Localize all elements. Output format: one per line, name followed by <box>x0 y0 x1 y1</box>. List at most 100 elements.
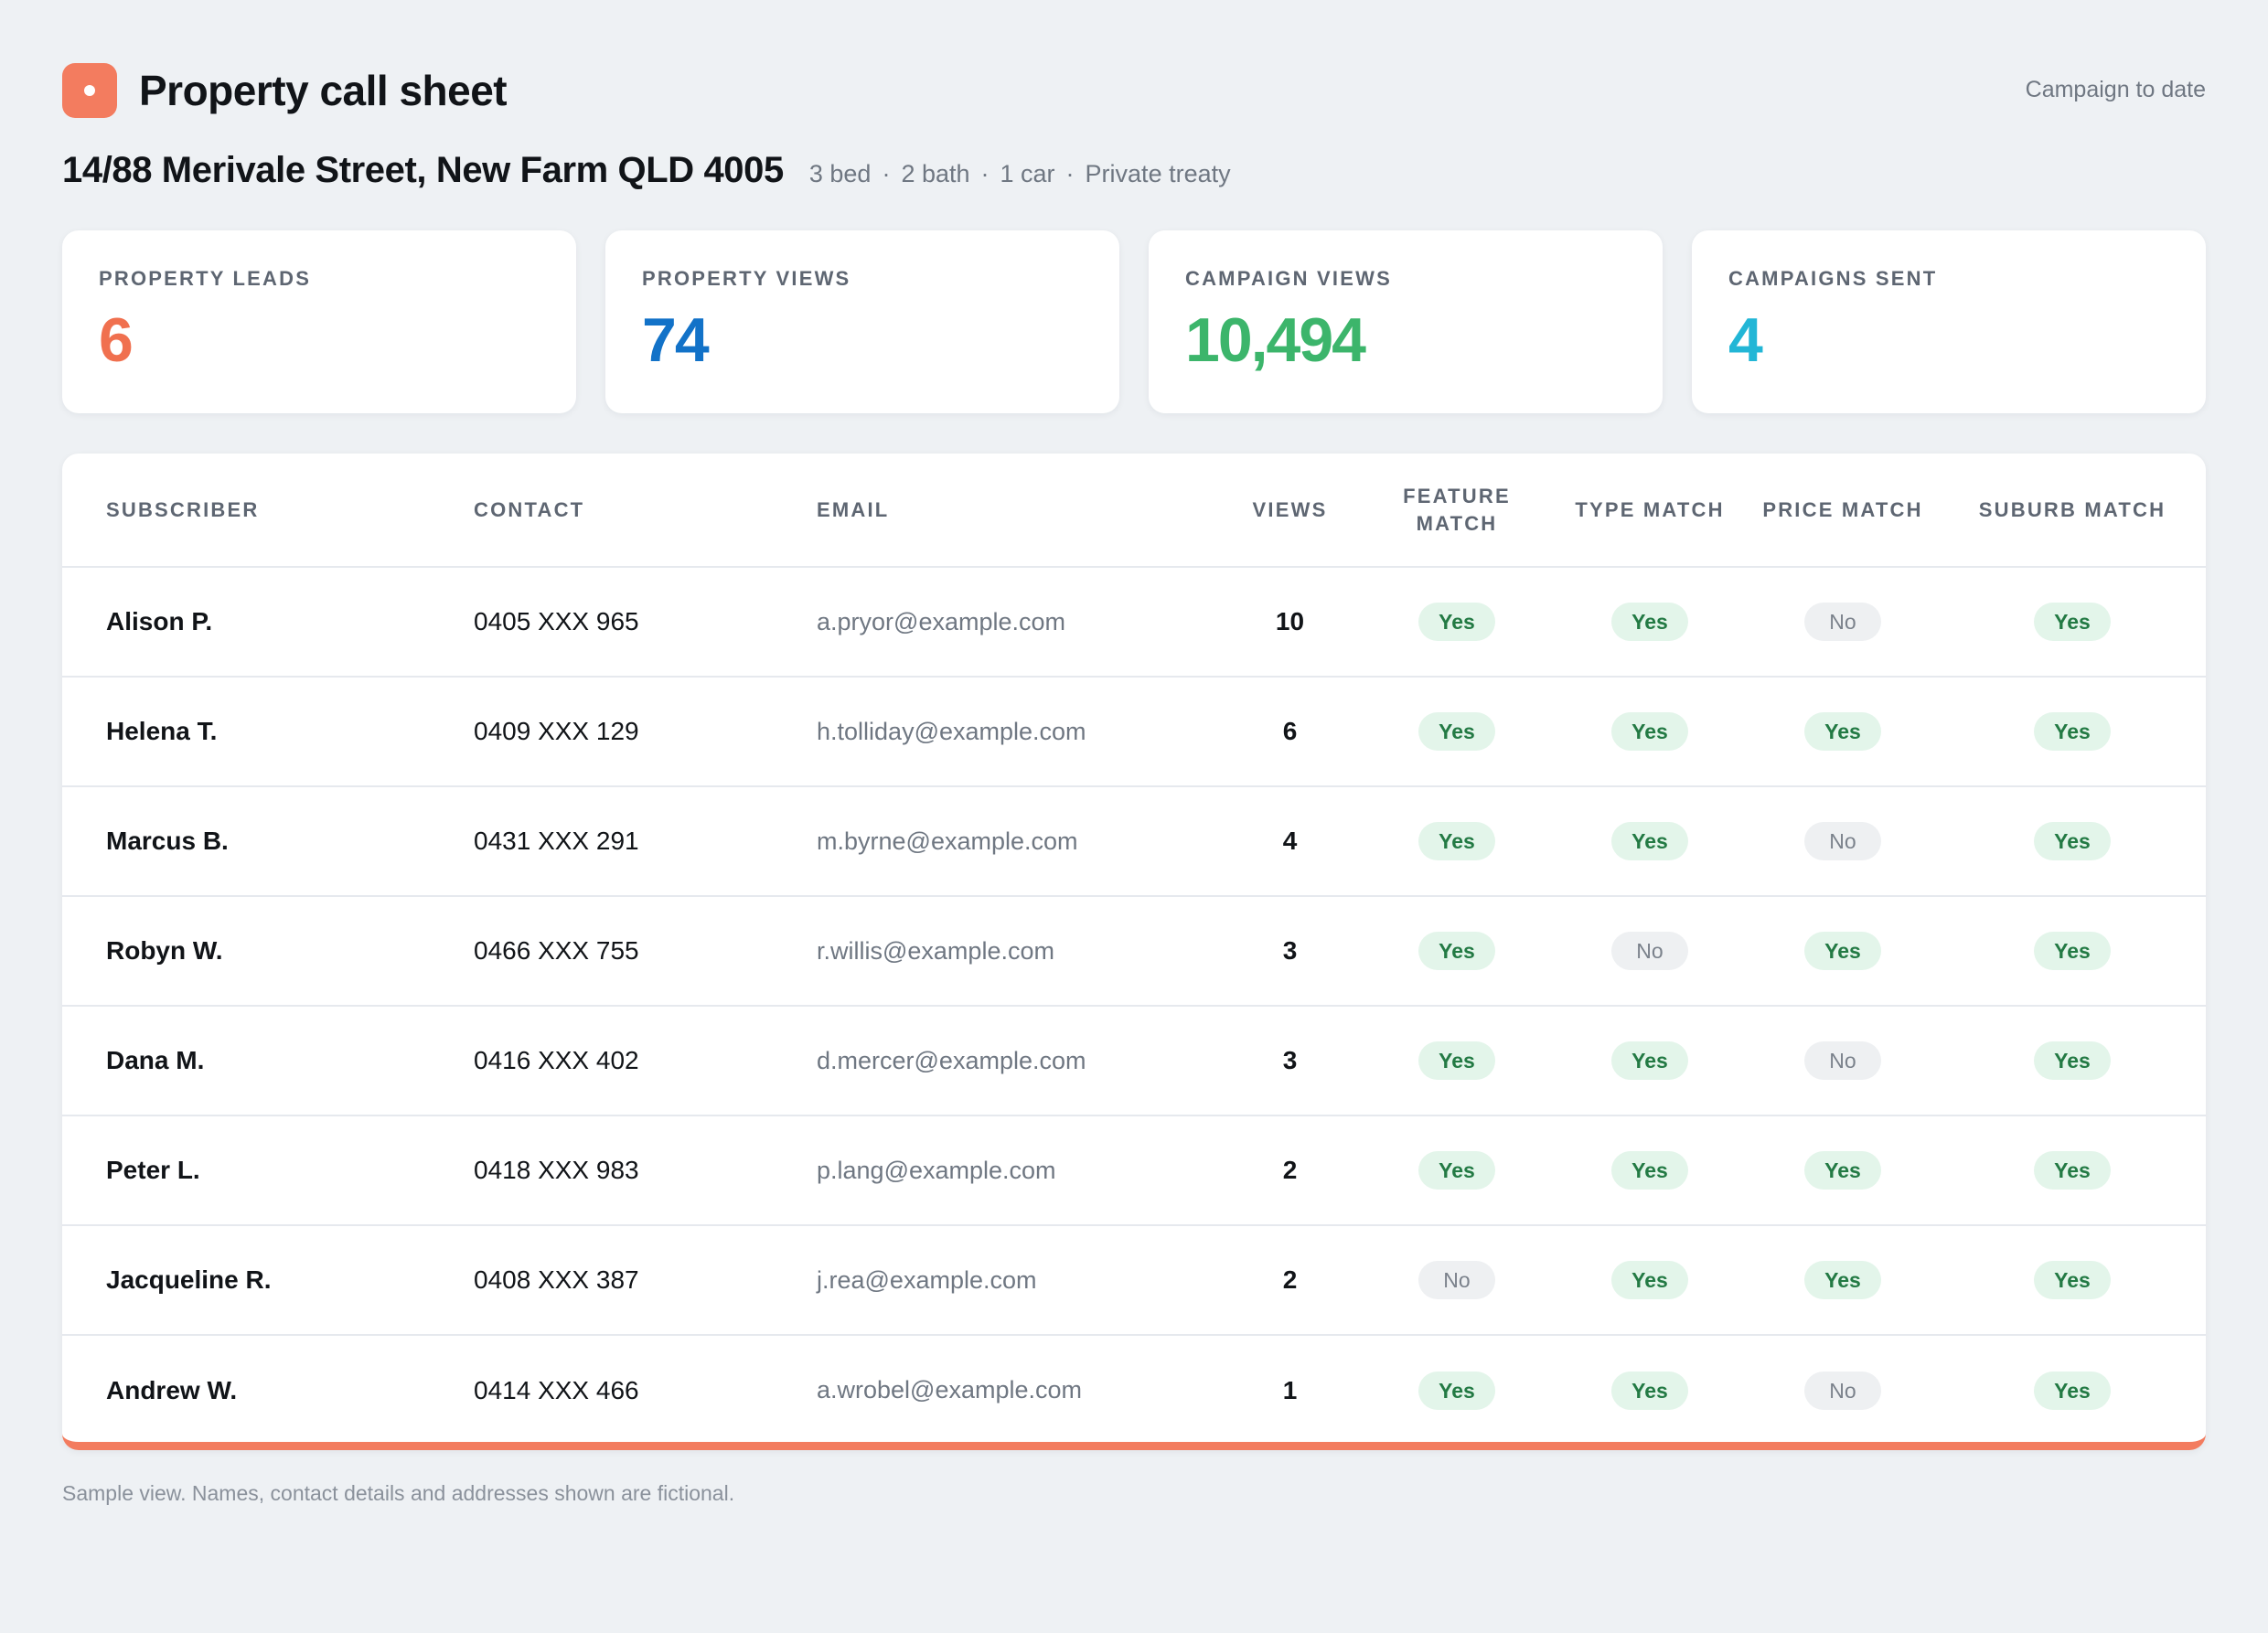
stat-label: PROPERTY VIEWS <box>642 267 851 290</box>
column-header-type-match[interactable]: TYPE MATCH <box>1575 497 1725 521</box>
suburb-match-cell: Yes <box>1939 896 2206 1006</box>
views-count: 10 <box>1275 607 1305 635</box>
contact-phone[interactable]: 0409 XXX 129 <box>474 717 639 745</box>
column-header-views[interactable]: VIEWS <box>1252 497 1328 521</box>
price-match-badge: Yes <box>1804 1151 1881 1190</box>
suburb-match-badge: Yes <box>2034 712 2111 751</box>
suburb-match-badge: Yes <box>2034 932 2111 970</box>
table-row[interactable]: Helena T. 0409 XXX 129 h.tolliday@example.… <box>62 677 2206 786</box>
price-match-badge: Yes <box>1804 712 1881 751</box>
suburb-match-cell: Yes <box>1939 1006 2206 1115</box>
table-row[interactable]: Alison P. 0405 XXX 965 a.pryor@example.com… <box>62 567 2206 677</box>
spec-separator: · <box>882 160 891 187</box>
spec-bath: 2 bath <box>901 160 970 187</box>
price-match-cell: Yes <box>1747 1115 1939 1225</box>
type-match-cell: No <box>1553 896 1747 1006</box>
contact-phone[interactable]: 0414 XXX 466 <box>474 1375 639 1404</box>
table-row[interactable]: Jacqueline R. 0408 XXX 387 j.rea@example.c… <box>62 1225 2206 1335</box>
email-address[interactable]: j.rea@example.com <box>817 1265 1037 1294</box>
feature-match-cell: Yes <box>1361 896 1553 1006</box>
email-address[interactable]: p.lang@example.com <box>817 1156 1056 1184</box>
suburb-match-badge: Yes <box>2034 1151 2111 1190</box>
subscriber-name: Alison P. <box>106 607 213 635</box>
suburb-match-badge: Yes <box>2034 1261 2111 1299</box>
suburb-match-cell: Yes <box>1939 786 2206 896</box>
price-match-badge: No <box>1804 1371 1881 1410</box>
column-header-feature-match[interactable]: FEATURE MATCH <box>1403 484 1511 535</box>
subscriber-table: SUBSCRIBER CONTACT EMAIL VIEWS FEATURE M… <box>62 454 2206 1442</box>
stat-label: CAMPAIGN VIEWS <box>1185 267 1392 290</box>
contact-phone[interactable]: 0408 XXX 387 <box>474 1265 639 1294</box>
feature-match-badge: Yes <box>1418 603 1495 641</box>
type-match-badge: Yes <box>1611 1371 1688 1410</box>
suburb-match-cell: Yes <box>1939 1225 2206 1335</box>
views-count: 2 <box>1282 1156 1298 1184</box>
spec-bed: 3 bed <box>808 160 872 187</box>
views-count: 3 <box>1282 1046 1298 1074</box>
table-row[interactable]: Peter L. 0418 XXX 983 p.lang@example.com 2 Y… <box>62 1115 2206 1225</box>
type-match-cell: Yes <box>1553 1115 1747 1225</box>
column-header-price-match[interactable]: PRICE MATCH <box>1762 497 1923 521</box>
suburb-match-cell: Yes <box>1939 677 2206 786</box>
feature-match-cell: Yes <box>1361 786 1553 896</box>
email-address[interactable]: d.mercer@example.com <box>817 1046 1086 1074</box>
feature-match-cell: Yes <box>1361 1006 1553 1115</box>
table-row[interactable]: Andrew W. 0414 XXX 466 a.wrobel@example.co… <box>62 1335 2206 1442</box>
type-match-cell: Yes <box>1553 786 1747 896</box>
feature-match-badge: Yes <box>1418 1041 1495 1080</box>
campaign-to-date-link[interactable]: Campaign to date <box>2025 77 2206 102</box>
email-address[interactable]: r.willis@example.com <box>817 936 1054 965</box>
table-row[interactable]: Robyn W. 0466 XXX 755 r.willis@example.com… <box>62 896 2206 1006</box>
contact-phone[interactable]: 0466 XXX 755 <box>474 936 639 965</box>
contact-phone[interactable]: 0405 XXX 965 <box>474 607 639 635</box>
table-row[interactable]: Dana M. 0416 XXX 402 d.mercer@example.com 3… <box>62 1006 2206 1115</box>
email-address[interactable]: a.wrobel@example.com <box>817 1376 1083 1404</box>
suburb-match-badge: Yes <box>2034 603 2111 641</box>
suburb-match-cell: Yes <box>1939 567 2206 677</box>
spec-car: 1 car <box>1000 160 1055 187</box>
subscriber-name: Dana M. <box>106 1046 205 1074</box>
stat-value: 74 <box>642 305 710 375</box>
price-match-badge: No <box>1804 822 1881 860</box>
email-address[interactable]: a.pryor@example.com <box>817 607 1066 635</box>
type-match-badge: No <box>1611 932 1688 970</box>
stat-card-campaigns-sent: CAMPAIGNS SENT 4 <box>1692 230 2206 413</box>
stat-cards: PROPERTY LEADS 6 PROPERTY VIEWS 74 CAMPA… <box>62 230 2206 413</box>
column-header-contact[interactable]: CONTACT <box>474 497 585 521</box>
stat-label: PROPERTY LEADS <box>99 267 312 290</box>
price-match-cell: No <box>1747 1335 1939 1442</box>
suburb-match-cell: Yes <box>1939 1115 2206 1225</box>
column-header-subscriber[interactable]: SUBSCRIBER <box>106 497 260 521</box>
subscriber-name: Marcus B. <box>106 827 229 855</box>
table-row[interactable]: Marcus B. 0431 XXX 291 m.byrne@example.com… <box>62 786 2206 896</box>
spec-sale-method: Private treaty <box>1085 160 1231 187</box>
feature-match-badge: Yes <box>1418 1371 1495 1410</box>
email-address[interactable]: h.tolliday@example.com <box>817 717 1086 745</box>
price-match-badge: No <box>1804 1041 1881 1080</box>
stat-label: CAMPAIGNS SENT <box>1728 267 1938 290</box>
type-match-badge: Yes <box>1611 1041 1688 1080</box>
suburb-match-badge: Yes <box>2034 1041 2111 1080</box>
subscriber-table-card: SUBSCRIBER CONTACT EMAIL VIEWS FEATURE M… <box>62 454 2206 1450</box>
type-match-cell: Yes <box>1553 1006 1747 1115</box>
subscriber-name: Peter L. <box>106 1156 200 1184</box>
column-header-email[interactable]: EMAIL <box>817 497 890 521</box>
property-address: 14/88 Merivale Street, New Farm QLD 4005 <box>62 150 784 190</box>
subscriber-name: Helena T. <box>106 717 218 745</box>
price-match-badge: No <box>1804 603 1881 641</box>
type-match-badge: Yes <box>1611 822 1688 860</box>
column-header-suburb-match[interactable]: SUBURB MATCH <box>1978 497 2166 521</box>
contact-phone[interactable]: 0416 XXX 402 <box>474 1046 639 1074</box>
feature-match-badge: No <box>1418 1261 1495 1299</box>
subscriber-name: Andrew W. <box>106 1375 238 1404</box>
type-match-cell: Yes <box>1553 1225 1747 1335</box>
stat-card-property-views: PROPERTY VIEWS 74 <box>605 230 1119 413</box>
email-address[interactable]: m.byrne@example.com <box>817 827 1078 855</box>
contact-phone[interactable]: 0418 XXX 983 <box>474 1156 639 1184</box>
contact-phone[interactable]: 0431 XXX 291 <box>474 827 639 855</box>
type-match-cell: Yes <box>1553 677 1747 786</box>
feature-match-cell: Yes <box>1361 1335 1553 1442</box>
type-match-badge: Yes <box>1611 603 1688 641</box>
subscriber-name: Robyn W. <box>106 936 223 965</box>
